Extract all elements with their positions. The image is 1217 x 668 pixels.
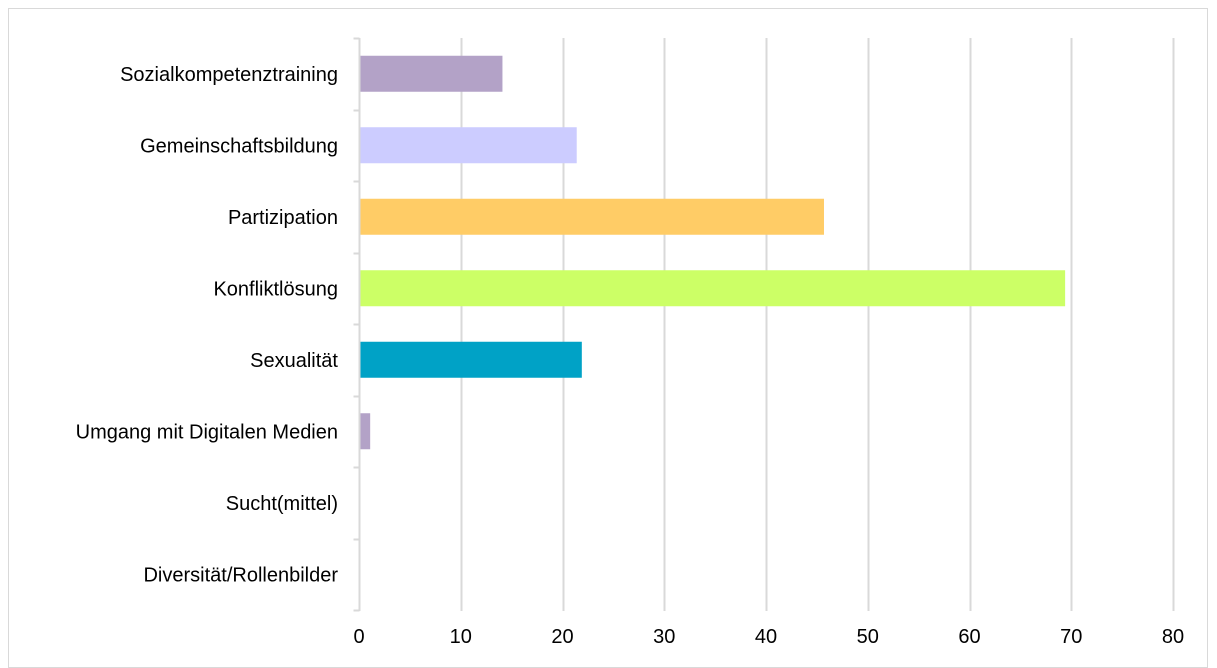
bar-1 (360, 127, 577, 164)
tick-label-50: 50 (857, 626, 879, 648)
tick-label-20: 20 (551, 626, 573, 648)
tick-label-0: 0 (353, 626, 364, 648)
bar-5 (360, 413, 371, 450)
category-label-7: Diversität/Rollenbilder (143, 564, 338, 586)
tick-label-30: 30 (653, 626, 675, 648)
category-label-0: Sozialkompetenztraining (120, 64, 338, 86)
category-label-6: Sucht(mittel) (226, 493, 338, 515)
bar-4 (360, 341, 582, 378)
chart-frame (8, 8, 1208, 668)
tick-label-60: 60 (958, 626, 980, 648)
bar-2 (360, 198, 824, 235)
tick-label-10: 10 (450, 626, 472, 648)
category-label-3: Konfliktlösung (213, 278, 338, 300)
value-tick-labels: 0 10 20 30 40 50 60 70 80 (353, 626, 1184, 648)
category-label-2: Partizipation (228, 207, 338, 229)
bar-0 (360, 55, 503, 92)
tick-label-40: 40 (755, 626, 777, 648)
category-labels: Sozialkompetenztraining Gemeinschaftsbild… (76, 64, 339, 587)
tick-label-80: 80 (1162, 626, 1184, 648)
bar-3 (360, 270, 1066, 307)
category-label-5: Umgang mit Digitalen Medien (76, 421, 338, 443)
category-label-4: Sexualität (250, 350, 338, 372)
grid-lines (460, 38, 1175, 611)
category-label-1: Gemeinschaftsbildung (140, 135, 338, 157)
bars (360, 55, 1066, 450)
tick-label-70: 70 (1060, 626, 1082, 648)
category-axis (353, 37, 361, 612)
